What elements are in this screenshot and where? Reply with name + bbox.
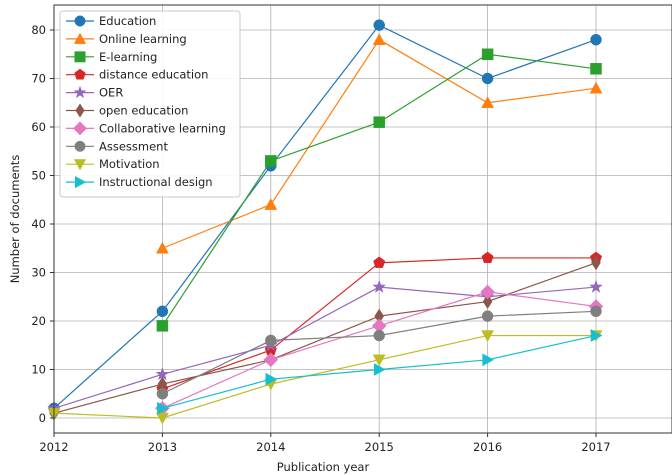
series-line (53, 24, 597, 409)
data-point (373, 363, 386, 376)
legend-marker (72, 121, 88, 136)
axis-ticks: 0 10 20 30 40 50 60 70 80 2012 2013 2014 2015 2016 201… (31, 23, 610, 454)
legend: Education Online learning E-learning distan… (59, 10, 241, 198)
data-point (481, 48, 494, 60)
x-tick-label: 2012 (39, 440, 68, 454)
legend-entry: OER (66, 86, 123, 100)
series-instructional-design (157, 329, 603, 415)
y-tick-label: 20 (31, 314, 46, 328)
data-point (156, 305, 169, 318)
data-point (590, 305, 602, 318)
legend-entry: Education (66, 14, 156, 28)
x-tick-label: 2013 (148, 440, 177, 454)
data-point (372, 33, 386, 45)
x-tick-label: 2016 (473, 440, 502, 454)
legend-label: Collaborative learning (99, 121, 226, 135)
legend-entry: E-learning (66, 50, 157, 64)
series-online-learning (155, 33, 603, 254)
legend-marker (75, 103, 85, 118)
legend-label: Assessment (99, 139, 168, 153)
data-point (157, 401, 169, 415)
data-point (372, 354, 386, 367)
data-point (481, 72, 494, 85)
legend-label: Instructional design (99, 175, 213, 189)
legend-label: Online learning (99, 32, 187, 46)
data-point (373, 256, 386, 268)
data-point (263, 352, 279, 368)
data-point (156, 388, 169, 400)
legend-marker (73, 159, 87, 171)
x-tick-label: 2017 (581, 440, 610, 454)
data-point (589, 279, 603, 293)
series-motivation (47, 330, 603, 425)
legend-box (59, 10, 241, 198)
data-point (265, 372, 278, 386)
legend-label: distance education (99, 68, 208, 82)
x-axis-label: Publication year (277, 460, 370, 474)
series-e-learning (156, 48, 602, 332)
legend-marker (73, 85, 87, 99)
data-point (373, 19, 385, 31)
y-tick-label: 80 (31, 23, 46, 37)
data-point (156, 320, 169, 332)
legend-marker (74, 15, 86, 27)
data-point (265, 334, 277, 347)
data-point (372, 279, 387, 293)
legend-label: Education (99, 14, 156, 28)
legend-entry: Instructional design (66, 175, 213, 189)
data-point (482, 353, 495, 367)
data-point (373, 329, 385, 342)
plot-frame (53, 4, 672, 434)
legend-entry: Assessment (66, 139, 168, 153)
y-tick-label: 50 (31, 169, 46, 183)
data-point (590, 329, 603, 342)
series-group (47, 19, 604, 425)
legend-entry: Collaborative learning (66, 121, 226, 136)
data-point (590, 63, 602, 75)
data-point (155, 412, 169, 425)
legend-marker (75, 175, 87, 189)
data-point (590, 33, 602, 46)
legend-marker (74, 51, 86, 63)
data-point (155, 241, 169, 254)
data-point (591, 255, 601, 271)
legend-entry: Motivation (66, 157, 160, 171)
data-point (265, 155, 277, 167)
legend-entry: distance education (66, 68, 208, 82)
data-point (481, 251, 494, 264)
legend-entry: open education (66, 103, 188, 118)
data-point (482, 294, 493, 310)
data-point (481, 330, 495, 343)
data-point (481, 310, 494, 322)
y-tick-label: 60 (31, 120, 46, 134)
legend-marker (73, 32, 87, 44)
series-line (53, 334, 596, 419)
data-point (589, 81, 603, 94)
data-point (373, 116, 385, 128)
x-tick-label: 2015 (365, 440, 394, 454)
legend-label: OER (99, 86, 123, 100)
y-axis-label: Number of documents (8, 155, 22, 284)
legend-label: open education (99, 104, 188, 118)
data-point (481, 96, 495, 108)
data-point (480, 284, 495, 300)
legend-label: Motivation (99, 157, 160, 171)
y-tick-label: 0 (39, 411, 46, 425)
data-point (264, 198, 278, 210)
legend-marker (74, 140, 86, 152)
x-tick-label: 2014 (256, 440, 285, 454)
legend-marker (74, 68, 86, 80)
y-tick-label: 40 (31, 217, 46, 231)
series-line (53, 286, 597, 409)
y-tick-label: 70 (31, 72, 46, 86)
y-tick-label: 10 (31, 363, 46, 377)
legend-entry: Online learning (66, 32, 187, 46)
series-oer (47, 279, 603, 415)
series-assessment (156, 305, 602, 400)
legend-label: E-learning (99, 50, 157, 64)
y-tick-label: 30 (31, 266, 46, 280)
